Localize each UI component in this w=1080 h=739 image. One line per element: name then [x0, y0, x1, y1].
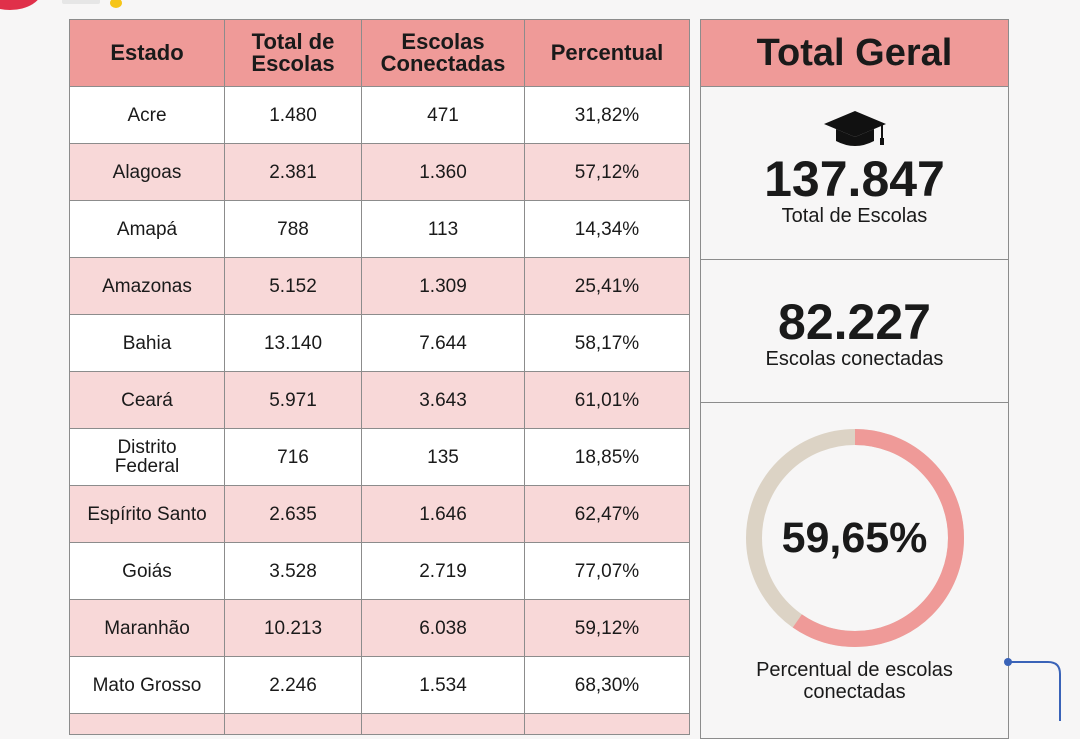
table-row: Acre 1.480 471 31,82%	[69, 86, 690, 144]
cell-total-escolas: 2.635	[224, 485, 362, 543]
cell-estado: Acre	[69, 86, 225, 144]
cell-escolas-conectadas: 1.360	[361, 143, 525, 201]
cell-percentual: 68,30%	[524, 656, 690, 714]
table-row: Mato Grosso 2.246 1.534 68,30%	[69, 656, 690, 714]
cell-estado: Mato Grosso	[69, 656, 225, 714]
table-row: Espírito Santo 2.635 1.646 62,47%	[69, 485, 690, 543]
table-header-row: Estado Total de Escolas Escolas Conectad…	[69, 19, 690, 87]
cell-total-escolas: 2.381	[224, 143, 362, 201]
cell-percentual: 77,07%	[524, 542, 690, 600]
cell-percentual: 57,12%	[524, 143, 690, 201]
cell-total-escolas: 5.152	[224, 257, 362, 315]
percentual-value: 59,65%	[781, 513, 928, 562]
empty-cell	[361, 713, 525, 735]
cell-percentual: 14,34%	[524, 200, 690, 258]
empty-cell	[224, 713, 362, 735]
cell-total-escolas: 1.480	[224, 86, 362, 144]
cell-percentual: 61,01%	[524, 371, 690, 429]
cell-total-escolas: 10.213	[224, 599, 362, 657]
cell-total-escolas: 3.528	[224, 542, 362, 600]
cell-percentual: 18,85%	[524, 428, 690, 486]
cell-escolas-conectadas: 135	[361, 428, 525, 486]
table-row: Alagoas 2.381 1.360 57,12%	[69, 143, 690, 201]
empty-cell	[524, 713, 690, 735]
cell-escolas-conectadas: 2.719	[361, 542, 525, 600]
table-row: Amazonas 5.152 1.309 25,41%	[69, 257, 690, 315]
cell-escolas-conectadas: 6.038	[361, 599, 525, 657]
empty-cell	[69, 713, 225, 735]
header-escolas-conectadas: Escolas Conectadas	[361, 19, 525, 87]
cell-estado: Ceará	[69, 371, 225, 429]
donut-fill	[745, 429, 964, 647]
escolas-conectadas-value: 82.227	[778, 294, 931, 350]
header-total-escolas: Total de Escolas	[224, 19, 362, 87]
cell-total-escolas: 5.971	[224, 371, 362, 429]
percentual-label: Percentual de escolas conectadas	[756, 659, 953, 703]
cell-estado: Bahia	[69, 314, 225, 372]
cell-total-escolas: 13.140	[224, 314, 362, 372]
cell-escolas-conectadas: 471	[361, 86, 525, 144]
total-geral-panel: Total Geral 137.847 Total de Escolas 82.…	[700, 19, 1009, 739]
table-row: Goiás 3.528 2.719 77,07%	[69, 542, 690, 600]
cell-estado: Alagoas	[69, 143, 225, 201]
cell-percentual: 62,47%	[524, 485, 690, 543]
cell-escolas-conectadas: 7.644	[361, 314, 525, 372]
cell-escolas-conectadas: 1.534	[361, 656, 525, 714]
cell-escolas-conectadas: 1.646	[361, 485, 525, 543]
cell-total-escolas: 788	[224, 200, 362, 258]
cell-escolas-conectadas: 113	[361, 200, 525, 258]
table-row: Distrito Federal 716 135 18,85%	[69, 428, 690, 486]
cell-percentual: 25,41%	[524, 257, 690, 315]
cell-escolas-conectadas: 3.643	[361, 371, 525, 429]
states-table: Estado Total de Escolas Escolas Conectad…	[69, 19, 690, 735]
cell-estado: Maranhão	[69, 599, 225, 657]
total-escolas-section: 137.847 Total de Escolas	[701, 87, 1008, 260]
header-estado: Estado	[69, 19, 225, 87]
percentual-donut: 59,65%	[740, 423, 970, 653]
connector-line	[1004, 658, 1061, 721]
table-body: Acre 1.480 471 31,82% Alagoas 2.381 1.360 57,12…	[69, 86, 690, 735]
cell-estado: Espírito Santo	[69, 485, 225, 543]
cell-percentual: 58,17%	[524, 314, 690, 372]
table-row: Maranhão 10.213 6.038 59,12%	[69, 599, 690, 657]
escolas-conectadas-section: 82.227 Escolas conectadas	[701, 260, 1008, 403]
table-row-partial	[69, 713, 690, 735]
escolas-conectadas-label: Escolas conectadas	[765, 348, 944, 370]
table-row: Ceará 5.971 3.643 61,01%	[69, 371, 690, 429]
percentual-section: 59,65% Percentual de escolas conectadas	[701, 423, 1008, 703]
total-escolas-label: Total de Escolas	[781, 205, 928, 227]
cell-total-escolas: 2.246	[224, 656, 362, 714]
header-percentual: Percentual	[524, 19, 690, 87]
corner-decoration	[0, 0, 130, 14]
total-escolas-value: 137.847	[764, 151, 945, 207]
cell-estado: Distrito Federal	[69, 428, 225, 486]
total-geral-title: Total Geral	[701, 20, 1008, 87]
gray-decoration	[62, 0, 100, 4]
cell-escolas-conectadas: 1.309	[361, 257, 525, 315]
cell-percentual: 31,82%	[524, 86, 690, 144]
cell-estado: Amazonas	[69, 257, 225, 315]
table-row: Amapá 788 113 14,34%	[69, 200, 690, 258]
red-circle-decoration	[0, 0, 42, 10]
cell-percentual: 59,12%	[524, 599, 690, 657]
cell-estado: Goiás	[69, 542, 225, 600]
yellow-dot-decoration	[110, 0, 122, 8]
graduation-cap-icon	[823, 111, 886, 146]
cell-total-escolas: 716	[224, 428, 362, 486]
cell-estado: Amapá	[69, 200, 225, 258]
table-row: Bahia 13.140 7.644 58,17%	[69, 314, 690, 372]
